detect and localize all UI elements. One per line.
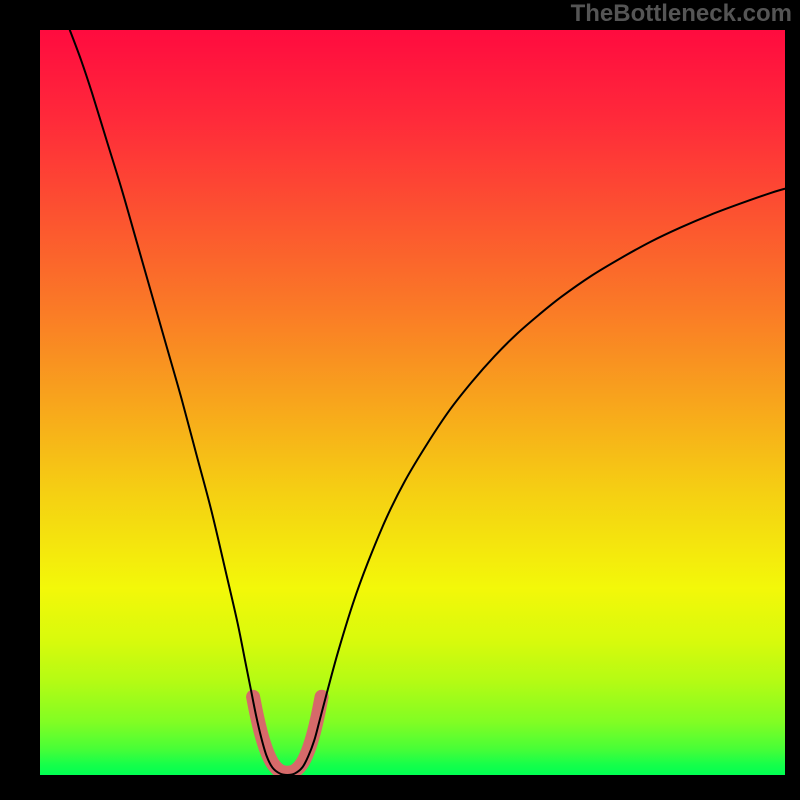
chart-stage: TheBottleneck.com [0, 0, 800, 800]
bottleneck-v-curve [70, 30, 785, 775]
plot-area [40, 30, 785, 775]
chart-svg [40, 30, 785, 775]
watermark-text: TheBottleneck.com [571, 0, 792, 28]
bottom-u-marker [253, 697, 322, 773]
